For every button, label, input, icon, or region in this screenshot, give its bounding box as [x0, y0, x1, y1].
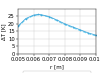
analytical	[25, 19, 26, 20]
analytical	[95, 35, 97, 36]
numerical	[41, 14, 42, 15]
analytical	[56, 20, 58, 21]
analytical	[17, 26, 19, 27]
Y-axis label: ΔT [K]: ΔT [K]	[2, 23, 7, 40]
numerical	[95, 35, 97, 36]
Legend: analytical, numerical: analytical, numerical	[23, 71, 91, 73]
analytical	[64, 24, 65, 25]
numerical	[17, 26, 19, 27]
analytical	[72, 27, 73, 28]
analytical	[38, 14, 39, 15]
numerical	[56, 20, 58, 21]
numerical	[33, 15, 34, 16]
analytical	[33, 15, 34, 16]
X-axis label: r [m]: r [m]	[50, 64, 64, 69]
analytical	[49, 17, 50, 18]
numerical	[38, 14, 39, 15]
analytical	[88, 33, 89, 34]
numerical	[72, 26, 73, 27]
Line: numerical: numerical	[17, 14, 97, 36]
Line: analytical: analytical	[18, 15, 96, 36]
numerical	[49, 16, 50, 17]
numerical	[25, 18, 26, 19]
analytical	[80, 30, 81, 31]
analytical	[41, 15, 42, 16]
numerical	[88, 32, 89, 33]
numerical	[80, 29, 81, 30]
numerical	[64, 23, 65, 24]
